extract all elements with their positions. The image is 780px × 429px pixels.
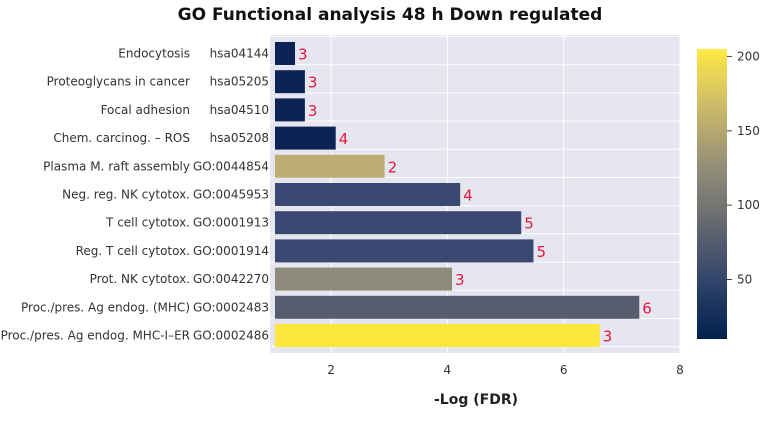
x-tick-label: 4: [444, 363, 452, 377]
bar-value-label: 3: [308, 74, 318, 92]
category-id-label: GO:0001914: [193, 244, 269, 258]
bar-value-label: 4: [463, 187, 473, 205]
category-name-label: Prot. NK cytotox.: [90, 272, 190, 286]
category-name-label: Endocytosis: [118, 47, 190, 61]
category-name-label: Focal adhesion: [101, 103, 190, 117]
bar-value-label: 3: [308, 102, 318, 120]
bar: [275, 42, 296, 65]
category-name-label: Chem. carcinog. – ROS: [53, 131, 190, 145]
category-name-label: Reg. T cell cytotox.: [76, 244, 190, 258]
bar-value-label: 5: [536, 243, 546, 261]
category-labels: Endocytosis hsa04144 Proteoglycans in canc…: [1, 47, 269, 343]
bar-value-label: 3: [455, 271, 465, 289]
colorbar-tick-label: 200: [737, 49, 760, 63]
bar: [275, 154, 385, 178]
bar: [275, 98, 305, 122]
category-name-label: Neg. reg. NK cytotox.: [62, 188, 190, 202]
bar: [275, 239, 534, 263]
bars: [275, 42, 640, 347]
colorbar-tick-label: 50: [737, 273, 752, 287]
category-id-label: hsa05208: [210, 131, 269, 145]
bar-value-label: 2: [388, 158, 398, 176]
bar: [275, 267, 453, 291]
category-id-label: GO:0002483: [193, 300, 269, 314]
colorbar-tick-label: 150: [737, 124, 760, 138]
category-name-label: Proc./pres. Ag endog. MHC-I–ER: [1, 329, 190, 343]
bar-value-label: 3: [603, 328, 613, 346]
x-axis-title: -Log (FDR): [434, 392, 518, 408]
category-name-label: Proc./pres. Ag endog. (MHC): [21, 300, 190, 314]
bar: [275, 183, 461, 206]
bar-value-label: 6: [642, 299, 652, 317]
bar: [275, 126, 336, 150]
bar: [275, 211, 522, 235]
x-tick-label: 6: [560, 363, 568, 377]
bar-value-label: 3: [298, 46, 308, 64]
chart-title: GO Functional analysis 48 h Down regulat…: [178, 5, 603, 25]
category-id-label: GO:0045953: [193, 188, 269, 202]
bar-value-label: 5: [524, 215, 534, 233]
x-tick-label: 8: [676, 363, 684, 377]
category-id-label: GO:0042270: [193, 272, 269, 286]
x-tick-label: 2: [327, 363, 335, 377]
category-id-label: hsa04144: [210, 47, 269, 61]
colorbar: [697, 49, 727, 339]
category-name-label: Proteoglycans in cancer: [47, 75, 190, 89]
bar: [275, 295, 640, 319]
category-id-label: GO:0002486: [193, 329, 269, 343]
category-id-label: GO:0001913: [193, 216, 269, 230]
category-id-label: hsa04510: [210, 103, 269, 117]
category-id-label: GO:0044854: [193, 159, 269, 173]
bar-value-label: 4: [339, 130, 349, 148]
bar: [275, 70, 305, 94]
bar: [275, 324, 600, 347]
category-name-label: T cell cytotox.: [105, 216, 190, 230]
x-ticks: 2 4 6 8: [327, 363, 684, 377]
category-name-label: Plasma M. raft assembly: [43, 159, 190, 173]
category-id-label: hsa05205: [210, 75, 269, 89]
colorbar-ticks: 50 100 150 200: [727, 49, 760, 287]
colorbar-tick-label: 100: [737, 198, 760, 212]
